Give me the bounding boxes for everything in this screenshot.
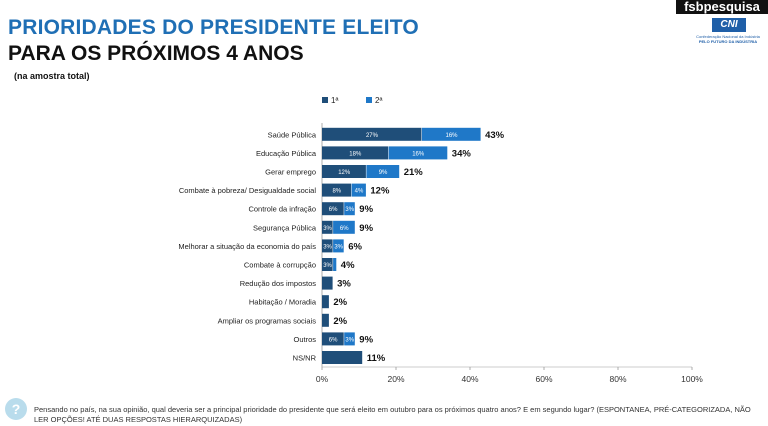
total-label: 12% — [370, 186, 390, 197]
page-subtitle: (na amostra total) — [14, 71, 90, 81]
total-label: 43% — [485, 130, 505, 141]
total-label: 3% — [337, 279, 351, 290]
bar-1 — [322, 202, 344, 216]
bar-1 — [322, 220, 333, 234]
category-label: Outros — [293, 335, 316, 344]
total-label: 34% — [452, 148, 472, 159]
cni-logo-line1: Confederação Nacional da Indústria — [696, 34, 760, 39]
bar-1 — [322, 146, 389, 160]
fsb-pesquisa-logo: fsbpesquisa — [676, 0, 768, 14]
bar-2 — [388, 146, 448, 160]
category-label: Saúde Pública — [268, 130, 317, 139]
bar-1 — [322, 313, 329, 327]
question-icon: ? — [5, 398, 27, 420]
bar-1 — [322, 276, 333, 290]
x-tick-label: 40% — [461, 374, 478, 384]
bar-label-1: 6% — [329, 337, 338, 343]
bar-label-1: 6% — [329, 207, 338, 213]
bar-label-2: 16% — [445, 133, 458, 139]
total-label: 11% — [367, 353, 386, 364]
bar-label-2: 4% — [355, 189, 364, 195]
bar-label-1: 3% — [323, 226, 332, 232]
bar-1 — [322, 239, 333, 253]
bar-2 — [333, 258, 337, 271]
bar-label-1: 3% — [323, 263, 332, 269]
category-label: Habitação / Moradia — [249, 298, 317, 307]
bar-2 — [333, 239, 344, 253]
bar-label-1: 12% — [338, 170, 351, 176]
bar-2 — [344, 202, 355, 216]
cni-logo: CNI Confederação Nacional da Indústria P… — [688, 18, 768, 48]
bar-1 — [322, 258, 333, 271]
x-tick-label: 100% — [681, 374, 703, 384]
category-label: Gerar emprego — [265, 168, 316, 177]
total-label: 6% — [348, 241, 362, 252]
total-label: 2% — [333, 316, 347, 327]
bar-label-2: 6% — [340, 226, 349, 232]
bar-2 — [333, 220, 355, 234]
total-label: 9% — [359, 223, 373, 234]
bar-2 — [366, 165, 400, 178]
category-label: Ampliar os programas sociais — [218, 316, 317, 325]
cni-logo-mark: CNI — [712, 18, 746, 32]
total-label: 9% — [359, 204, 373, 215]
total-label: 21% — [404, 167, 424, 178]
category-label: Segurança Pública — [253, 223, 317, 232]
bar-1 — [322, 332, 344, 346]
x-tick-label: 60% — [535, 374, 552, 384]
legend-swatch-1 — [322, 97, 328, 103]
bar-1 — [322, 165, 366, 178]
cni-logo-line2: PELO FUTURO DA INDÚSTRIA — [698, 39, 758, 44]
bar-label-2: 3% — [345, 337, 354, 343]
bar-1 — [322, 351, 363, 364]
x-tick-label: 80% — [609, 374, 626, 384]
bar-2 — [344, 332, 355, 346]
bar-label-1: 27% — [366, 133, 379, 139]
bar-label-2: 9% — [379, 170, 388, 176]
page-title-line2: PARA OS PRÓXIMOS 4 ANOS — [8, 42, 304, 65]
category-label: NS/NR — [293, 354, 317, 363]
category-label: Controle da infração — [248, 205, 316, 214]
bar-label-1: 8% — [332, 189, 341, 195]
x-tick-label: 20% — [387, 374, 404, 384]
total-label: 2% — [333, 297, 347, 308]
total-label: 9% — [359, 334, 373, 345]
bar-1 — [322, 127, 422, 141]
legend-label-2: 2ª — [375, 96, 382, 105]
category-label: Educação Pública — [256, 149, 317, 158]
x-tick-label: 0% — [316, 374, 329, 384]
bar-label-1: 18% — [349, 151, 362, 157]
bar-label-2: 16% — [412, 151, 425, 157]
bar-label-2: 3% — [334, 244, 343, 250]
bar-2 — [421, 127, 481, 141]
total-label: 4% — [341, 260, 355, 271]
page-title-line1: PRIORIDADES DO PRESIDENTE ELEITO — [8, 16, 419, 39]
category-label: Melhorar a situação da economia do país — [178, 242, 316, 251]
category-label: Combate à corrupção — [244, 261, 316, 270]
legend-label-1: 1ª — [331, 96, 338, 105]
bar-2 — [351, 183, 366, 197]
bar-1 — [322, 183, 352, 197]
question-text: Pensando no país, na sua opinião, qual d… — [34, 405, 751, 424]
bar-label-2: 3% — [345, 207, 354, 213]
bar-1 — [322, 295, 329, 309]
category-label: Combate à pobreza/ Desigualdade social — [179, 186, 317, 195]
category-label: Redução dos impostos — [240, 279, 317, 288]
legend-swatch-2 — [366, 97, 372, 103]
bar-label-1: 3% — [323, 244, 332, 250]
